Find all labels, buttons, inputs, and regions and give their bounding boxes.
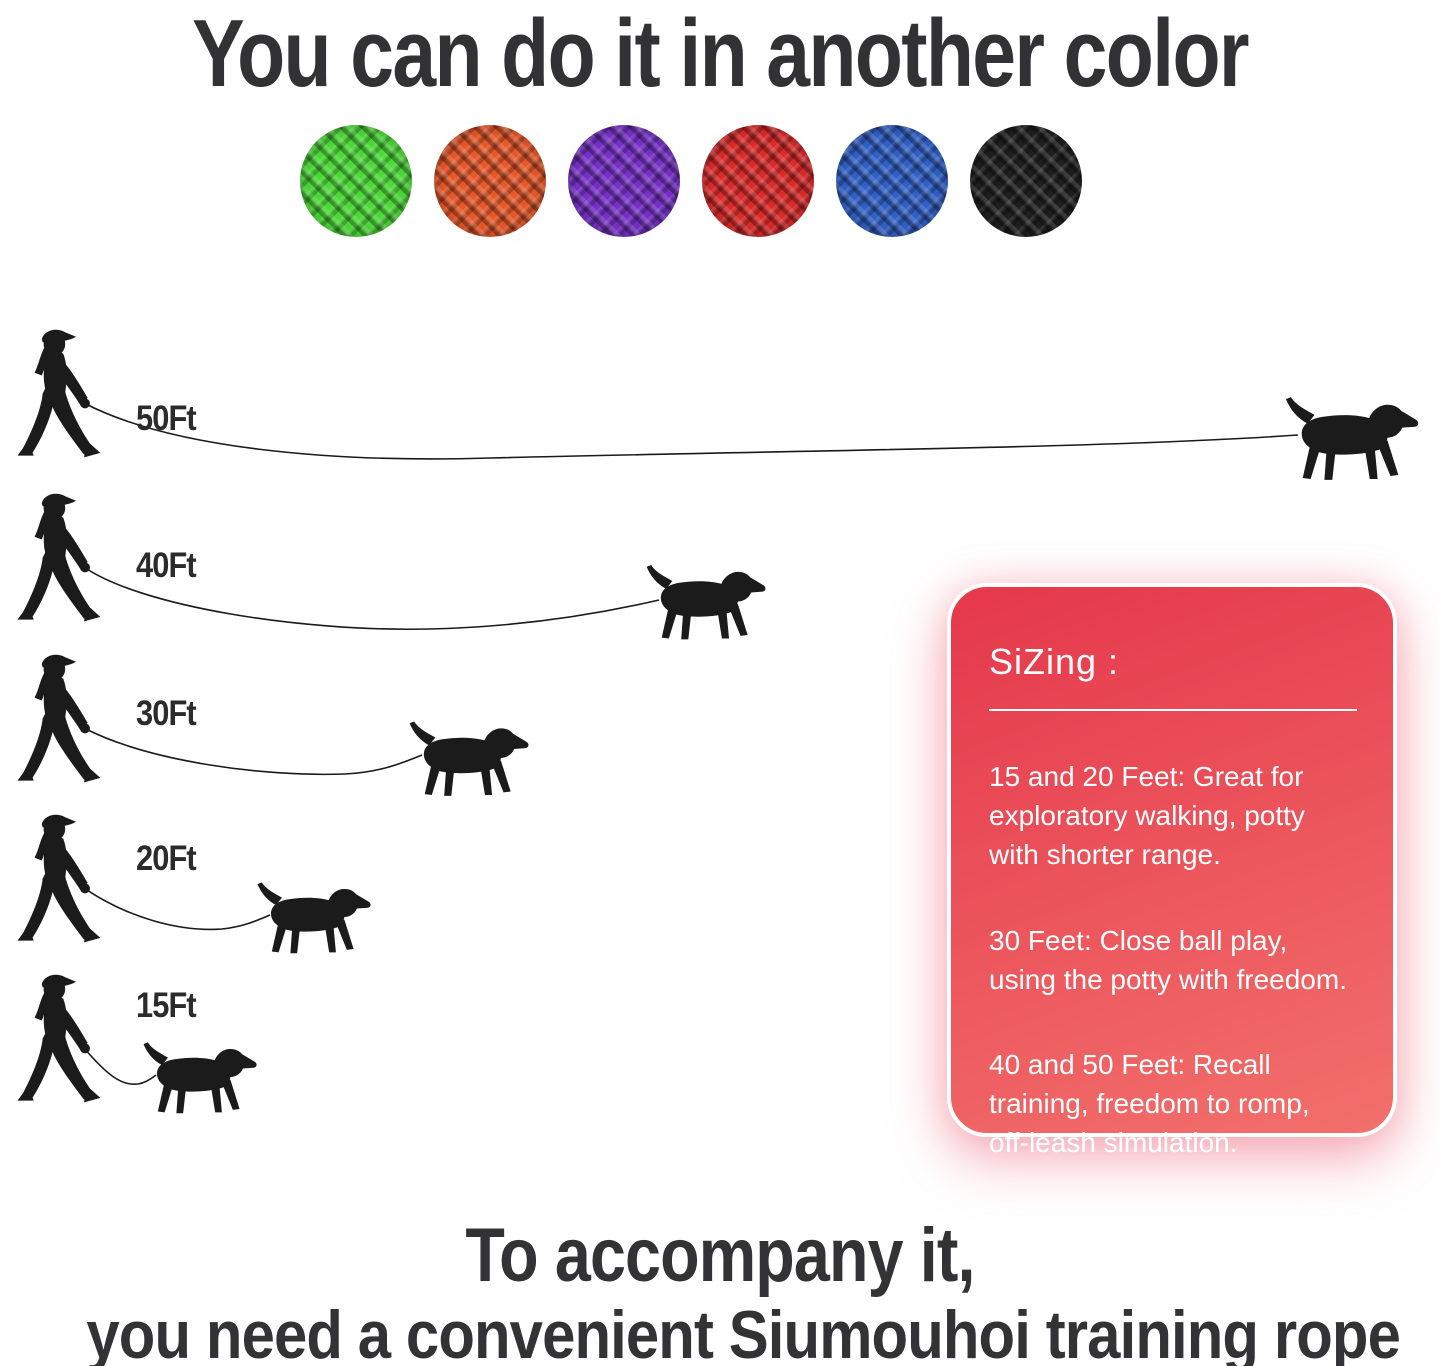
- dog-silhouette: [257, 882, 371, 954]
- page-title: You can do it in another color: [192, 0, 1249, 107]
- footer-line-2: you need a convenient Siumouhoi training…: [86, 1296, 1400, 1366]
- color-swatch-red: [702, 125, 814, 237]
- sizing-card-body: 15 and 20 Feet: Great for exploratory wa…: [989, 757, 1357, 1163]
- leash-line-20ft: [83, 887, 271, 931]
- length-label-30ft: 30Ft: [136, 694, 197, 733]
- color-swatch-green: [300, 125, 412, 237]
- dog-silhouette: [1285, 397, 1419, 480]
- leash-line-30ft: [83, 727, 423, 776]
- footer-headline: To accompany it, you need a convenient S…: [0, 1214, 1440, 1366]
- sizing-card-divider: [989, 709, 1357, 711]
- sizing-paragraph-40-50ft: 40 and 50 Feet: Recall training, freedom…: [989, 1048, 1310, 1159]
- color-swatch-blue: [836, 125, 948, 237]
- length-label-50ft: 50Ft: [136, 399, 197, 438]
- leash-line-50ft: [83, 402, 1299, 460]
- leash-line-40ft: [83, 566, 660, 631]
- length-label-40ft: 40Ft: [136, 546, 197, 585]
- color-swatch-orange: [434, 125, 546, 237]
- sizing-paragraph-30ft: 30 Feet: Close ball play, using the pott…: [989, 924, 1347, 995]
- length-label-15ft: 15Ft: [136, 986, 197, 1025]
- dog-silhouette: [409, 721, 529, 796]
- person-silhouette: [17, 654, 101, 783]
- color-swatch-purple: [568, 125, 680, 237]
- footer-line-1: To accompany it,: [465, 1213, 975, 1298]
- sizing-paragraph-15-20ft: 15 and 20 Feet: Great for exploratory wa…: [989, 761, 1305, 871]
- color-swatch-black: [970, 125, 1082, 237]
- person-silhouette: [17, 493, 101, 622]
- person-silhouette: [17, 974, 101, 1103]
- sizing-card-heading: SiZing :: [989, 641, 1120, 682]
- leash-line-15ft: [83, 1047, 157, 1086]
- color-swatch-row: [300, 125, 1082, 237]
- sizing-card: SiZing : 15 and 20 Feet: Great for explo…: [947, 583, 1397, 1158]
- person-silhouette: [17, 814, 101, 943]
- dog-silhouette: [646, 565, 766, 640]
- dog-silhouette: [143, 1042, 257, 1114]
- person-silhouette: [17, 329, 101, 458]
- length-label-20ft: 20Ft: [136, 839, 197, 878]
